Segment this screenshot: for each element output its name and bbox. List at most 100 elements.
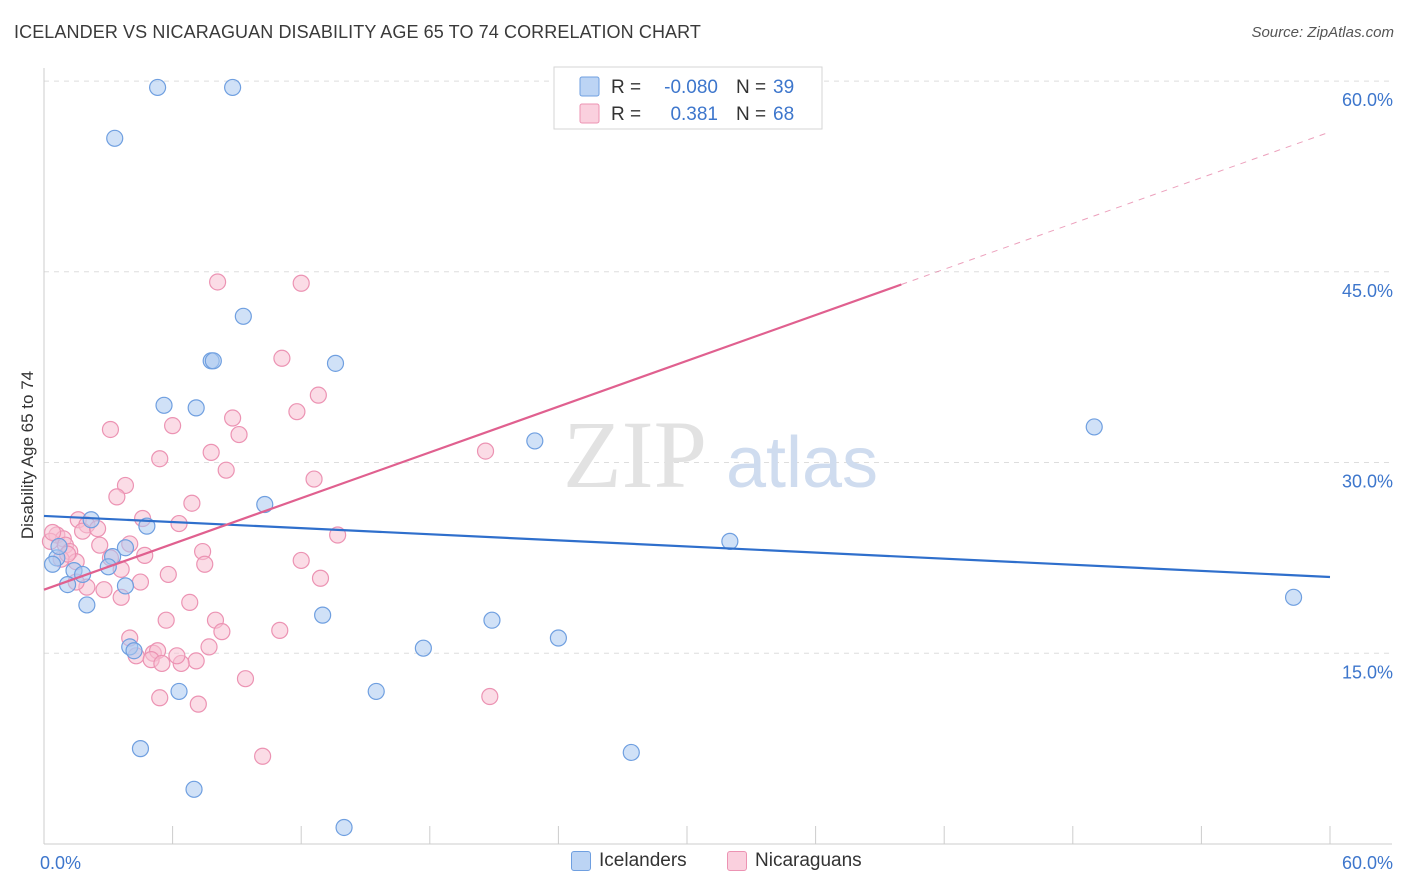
legend-swatch-nicaraguans [727,851,747,871]
icelander-point [82,511,100,529]
nicaraguan-point [151,689,169,707]
icelander-point [367,682,385,701]
nicaraguan-point [273,349,291,367]
tick-labels: 15.0% 30.0% 45.0% 60.0% 0.0% 60.0% [40,90,1393,873]
nicaraguan-point [151,450,169,468]
chart-title: ICELANDER VS NICARAGUAN DISABILITY AGE 6… [14,22,702,42]
nicaraguan-point [230,425,248,444]
icelander-point [185,780,203,798]
nicaraguan-point [209,273,227,291]
trendline-icelanders [43,514,1331,579]
icelander-point [1284,588,1303,606]
nicaraguan-point [91,536,109,554]
icelander-point [234,307,252,325]
icelander-point [116,577,135,595]
nicaraguan-point [292,274,310,292]
nicaraguan-point [224,409,242,427]
nicaraguan-point [236,670,255,688]
icelander-point [335,818,353,837]
legend-swatch-icelanders [571,851,591,871]
nicaraguan-point [476,442,495,460]
watermark-zip: ZIP [563,401,707,508]
nicaraguan-point [189,695,207,713]
nicaraguan-point [159,565,177,584]
x-tick-label-min: 0.0% [40,853,81,873]
watermark: ZIP atlas [563,401,878,508]
icelander-point [78,596,96,614]
legend-label-icelanders: Icelanders [599,850,687,871]
nicaraguan-point [157,611,175,629]
nicaraguan-point [181,593,199,612]
nicaraguan-point [164,417,182,435]
icelander-point [50,537,68,556]
icelander-point [414,639,432,657]
nicaraguan-point [292,551,310,570]
stats-n-label: N = [736,77,766,98]
trendline-nicaraguans [43,283,902,591]
stats-n-value: 39 [773,77,794,98]
stats-r-label: R = [611,104,641,125]
icelander-point [125,642,143,660]
nicaraguan-point [288,403,306,421]
chart-source: Source: ZipAtlas.com [1251,24,1394,41]
icelander-point [187,399,205,417]
nicaraguan-point [95,581,113,599]
icelander-point [721,532,739,550]
icelander-point [326,354,345,372]
nicaraguan-point [108,488,126,506]
stats-n-value: 68 [773,104,794,125]
grid-lines [44,80,1392,654]
nicaraguan-point [311,569,330,587]
y-tick-label: 15.0% [1342,662,1393,682]
icelander-point [148,78,167,97]
data-points [41,78,1303,837]
y-tick-label: 45.0% [1342,281,1393,301]
icelander-point [170,682,188,701]
icelander-point [131,740,150,758]
nicaraguan-point [200,638,218,656]
icelander-point [622,743,640,762]
stats-r-value: 0.381 [670,104,718,125]
nicaraguan-point [271,621,289,639]
y-tick-label: 30.0% [1342,472,1393,492]
nicaraguan-point [217,461,235,479]
trend-lines [43,131,1331,591]
nicaraguan-point [153,654,171,673]
nicaraguan-point [116,476,135,495]
legend-item-nicaraguans[interactable]: Nicaraguans [727,850,862,872]
x-tick-label-max: 60.0% [1342,853,1393,873]
nicaraguan-point [481,687,499,706]
nicaraguan-point [213,623,231,641]
legend-label-nicaraguans: Nicaraguans [755,850,862,871]
icelander-point [43,555,62,573]
trendline-nicaraguans-extension [901,131,1331,285]
icelander-point [483,611,501,629]
legend-item-icelanders[interactable]: Icelanders [571,850,687,872]
series-legend: Icelanders Nicaraguans [0,850,1406,880]
stats-n-label: N = [736,104,766,125]
icelander-point [224,78,242,97]
watermark-atlas: atlas [726,423,878,503]
icelander-point [256,495,274,514]
stats-r-label: R = [611,77,641,98]
nicaraguan-point [254,747,272,765]
icelander-point [204,352,222,370]
axes [43,68,1392,845]
nicaraguan-point [131,573,150,591]
icelander-point [155,396,173,414]
nicaraguan-point [101,420,120,439]
nicaraguan-point [309,386,327,404]
nicaraguan-point [202,443,220,461]
stats-swatch-nicaraguans [579,103,600,124]
icelander-point [106,129,124,147]
icelander-point [116,539,135,557]
stats-swatch-icelanders [579,76,600,97]
nicaraguan-point [183,494,201,512]
stats-legend: R = -0.080 N = 39 R = 0.381 N = 68 [553,66,823,130]
nicaraguan-point [305,470,323,488]
icelander-point [1085,418,1103,436]
nicaraguan-point [43,523,62,542]
nicaraguan-point [168,647,186,665]
nicaraguan-point [187,652,205,670]
